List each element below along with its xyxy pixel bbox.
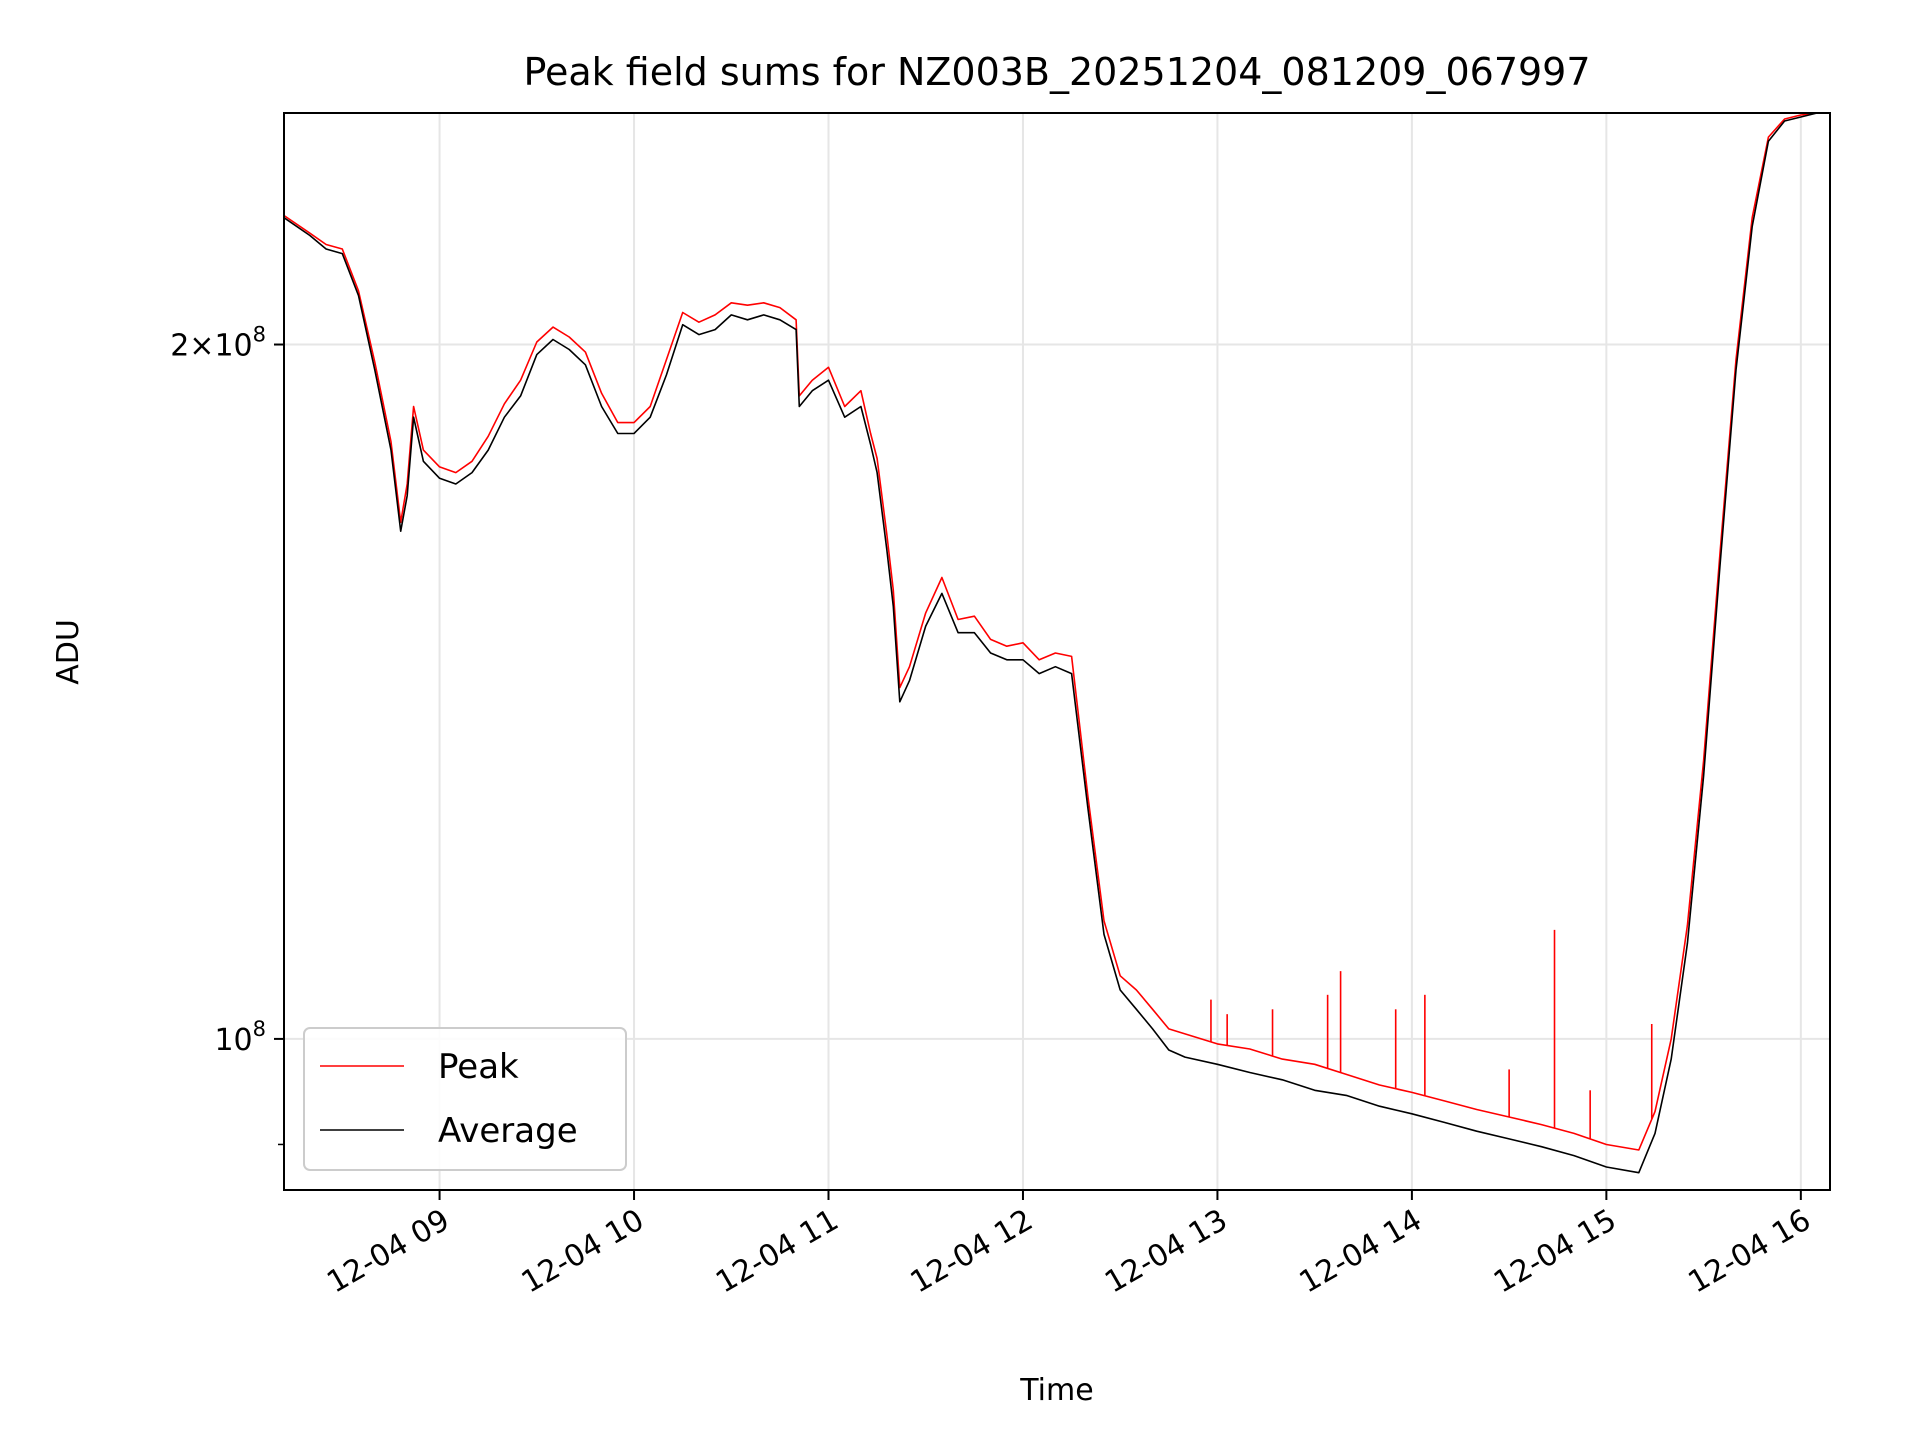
- plot-area-frame: [283, 112, 1831, 1191]
- series-line-average: [283, 112, 1818, 1174]
- series-line-peak: [283, 112, 1818, 1151]
- legend-label-average: Average: [438, 1111, 578, 1151]
- y-axis: 2×108 108: [170, 323, 284, 1146]
- legend: Peak Average: [303, 1027, 627, 1171]
- legend-label-peak: Peak: [438, 1047, 519, 1087]
- x-axis-label: Time: [1019, 1373, 1093, 1408]
- y-axis-label: ADU: [51, 619, 86, 685]
- y-tick-label: 2×108: [170, 323, 266, 364]
- y-tick-label: 108: [214, 1017, 266, 1058]
- chart-title: Peak field sums for NZ003B_20251204_0812…: [523, 50, 1590, 94]
- series-layer: [283, 112, 1818, 1174]
- grid: [284, 113, 1830, 1190]
- legend-box: [303, 1027, 627, 1171]
